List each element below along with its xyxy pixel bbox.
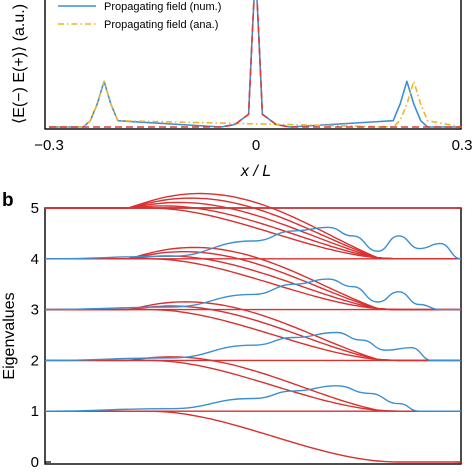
panel-a-frame [44, 0, 462, 130]
b-red-curve-3-1 [45, 301, 461, 362]
b-red-curve-4-2 [45, 251, 461, 311]
b-red-curve-5-5 [45, 207, 461, 260]
b-ytick-label-1: 1 [31, 403, 39, 420]
legend-label-num: Propagating field (num.) [104, 1, 221, 13]
b-ytick-label-4: 4 [31, 251, 39, 268]
b-red-curve-2-2 [45, 359, 461, 412]
b-ytick-label-3: 3 [31, 302, 39, 319]
b-red-curve-4-3 [45, 255, 461, 311]
b-red-curve-5-3 [45, 201, 461, 260]
b-blue-curve-4 [44, 226, 462, 260]
panel-b: b Eigenvalues 0 1 2 3 4 5 [1, 190, 462, 471]
b-red-curve-5-2 [45, 197, 461, 260]
b-ytick-label-5: 5 [31, 200, 39, 217]
a-xtick-mid: 0 [252, 137, 260, 154]
panel-a: ⟨E(−) E(+)⟩ (a.u.) Propagating field (nu… [11, 0, 472, 180]
b-red-curve-1-1 [45, 410, 461, 463]
panel-b-letter: b [2, 190, 14, 211]
panel-b-frame [44, 207, 462, 465]
b-red-curve-4-4 [45, 258, 461, 311]
a-series-line-1 [49, 80, 463, 128]
panel-b-red-series [45, 192, 461, 463]
panel-b-ylabel: Eigenvalues [1, 292, 18, 379]
b-red-curve-3-2 [45, 305, 461, 362]
a-xtick-left: −0.3 [34, 137, 64, 154]
b-blue-curve-1 [44, 385, 461, 412]
legend: Propagating field (num.) Propagating fie… [58, 1, 221, 31]
panel-a-series [49, 0, 463, 128]
b-ytick-label-0: 0 [31, 454, 39, 471]
panel-a-xlabel: x / L [240, 163, 271, 180]
b-ytick-label-2: 2 [31, 352, 39, 369]
b-blue-curve-3 [44, 278, 461, 311]
legend-label-ana: Propagating field (ana.) [104, 19, 218, 31]
a-xtick-right: 0.3 [452, 137, 473, 154]
b-blue-curve-2 [44, 331, 461, 362]
b-red-curve-5-1 [45, 192, 461, 260]
a-series-line-2 [49, 0, 462, 128]
panel-b-blue-series [44, 226, 462, 412]
b-red-curve-3-3 [45, 308, 461, 362]
panel-a-ylabel: ⟨E(−) E(+)⟩ (a.u.) [11, 4, 28, 124]
